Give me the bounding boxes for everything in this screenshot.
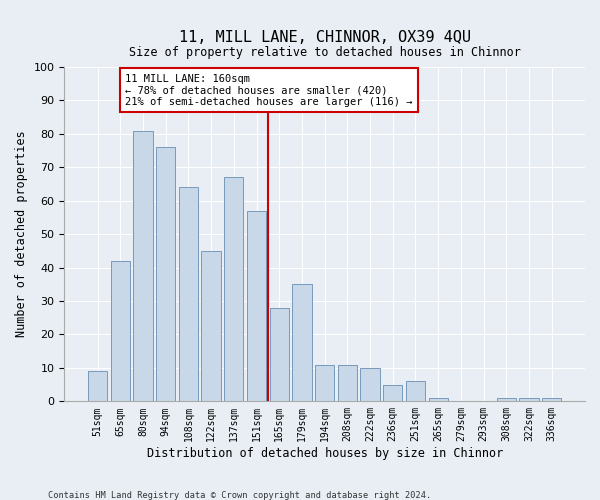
- Bar: [292, 284, 311, 402]
- Bar: [406, 382, 425, 402]
- Text: Contains HM Land Registry data © Crown copyright and database right 2024.: Contains HM Land Registry data © Crown c…: [48, 490, 431, 500]
- Bar: [88, 371, 107, 402]
- Bar: [110, 261, 130, 402]
- Bar: [133, 130, 152, 402]
- Bar: [361, 368, 380, 402]
- Bar: [428, 398, 448, 402]
- Bar: [269, 308, 289, 402]
- Bar: [224, 178, 244, 402]
- Title: 11, MILL LANE, CHINNOR, OX39 4QU: 11, MILL LANE, CHINNOR, OX39 4QU: [179, 30, 470, 45]
- Bar: [179, 188, 198, 402]
- Bar: [315, 364, 334, 402]
- Bar: [247, 211, 266, 402]
- Bar: [156, 147, 175, 402]
- Bar: [383, 384, 403, 402]
- Text: 11 MILL LANE: 160sqm
← 78% of detached houses are smaller (420)
21% of semi-deta: 11 MILL LANE: 160sqm ← 78% of detached h…: [125, 74, 412, 107]
- Bar: [497, 398, 516, 402]
- Bar: [202, 251, 221, 402]
- Text: Size of property relative to detached houses in Chinnor: Size of property relative to detached ho…: [129, 46, 521, 59]
- Bar: [338, 364, 357, 402]
- Bar: [520, 398, 539, 402]
- Y-axis label: Number of detached properties: Number of detached properties: [15, 131, 28, 338]
- Bar: [542, 398, 562, 402]
- X-axis label: Distribution of detached houses by size in Chinnor: Distribution of detached houses by size …: [146, 447, 503, 460]
